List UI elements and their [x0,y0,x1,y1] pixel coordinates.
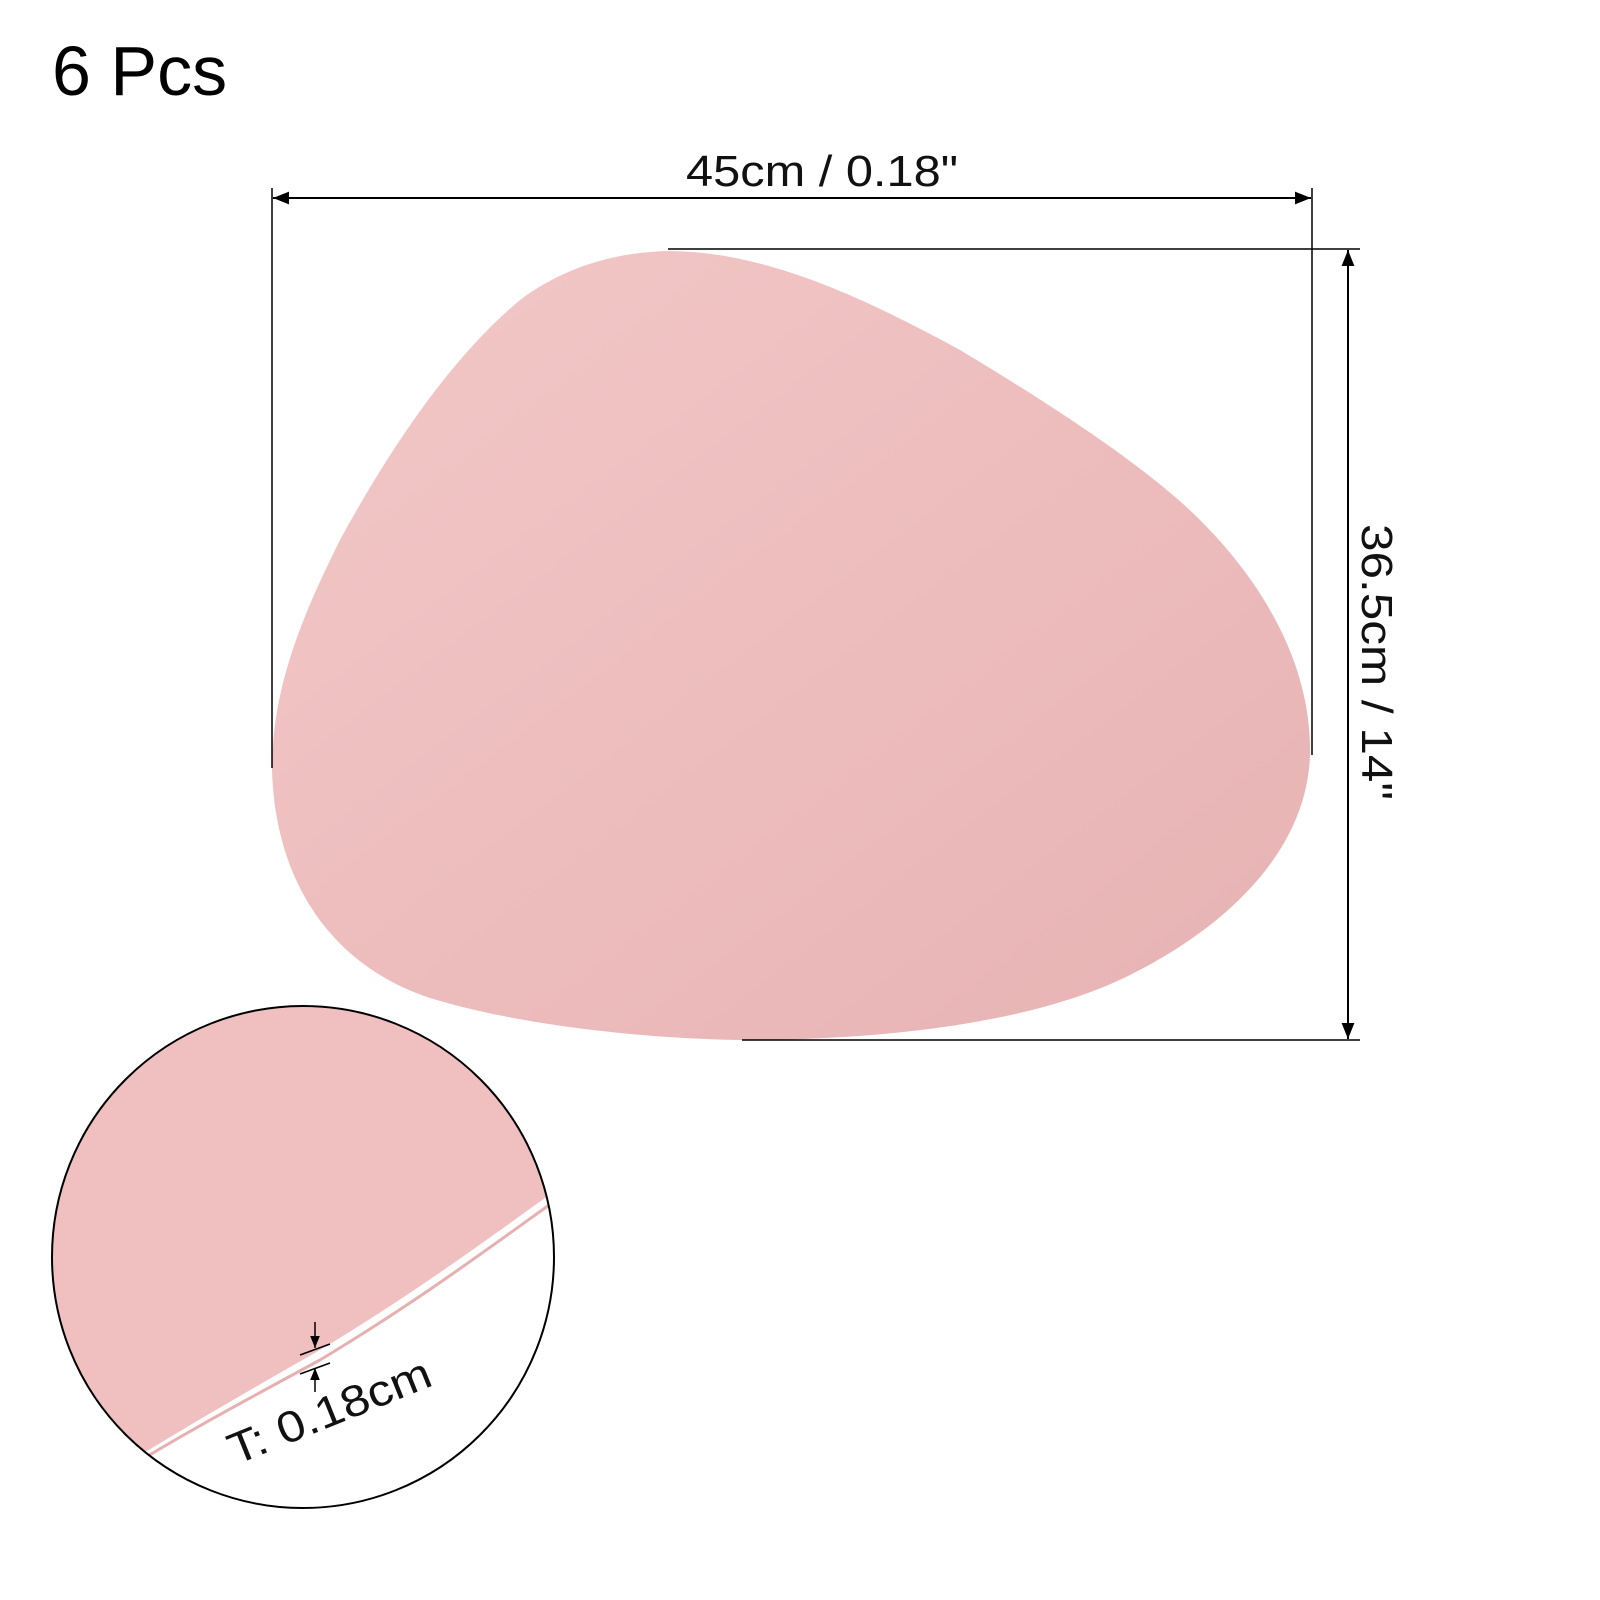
mat-edge-closeup [52,1006,554,1508]
quantity-title: 6 Pcs [52,32,228,110]
thickness-detail-inset [52,1006,554,1508]
inset-border [51,1005,555,1509]
width-label: 45cm / 0.18" [686,147,958,196]
placemat-shape [272,251,1310,1040]
height-label: 36.5cm / 14" [1352,524,1401,800]
thickness-arrows [299,1322,331,1392]
